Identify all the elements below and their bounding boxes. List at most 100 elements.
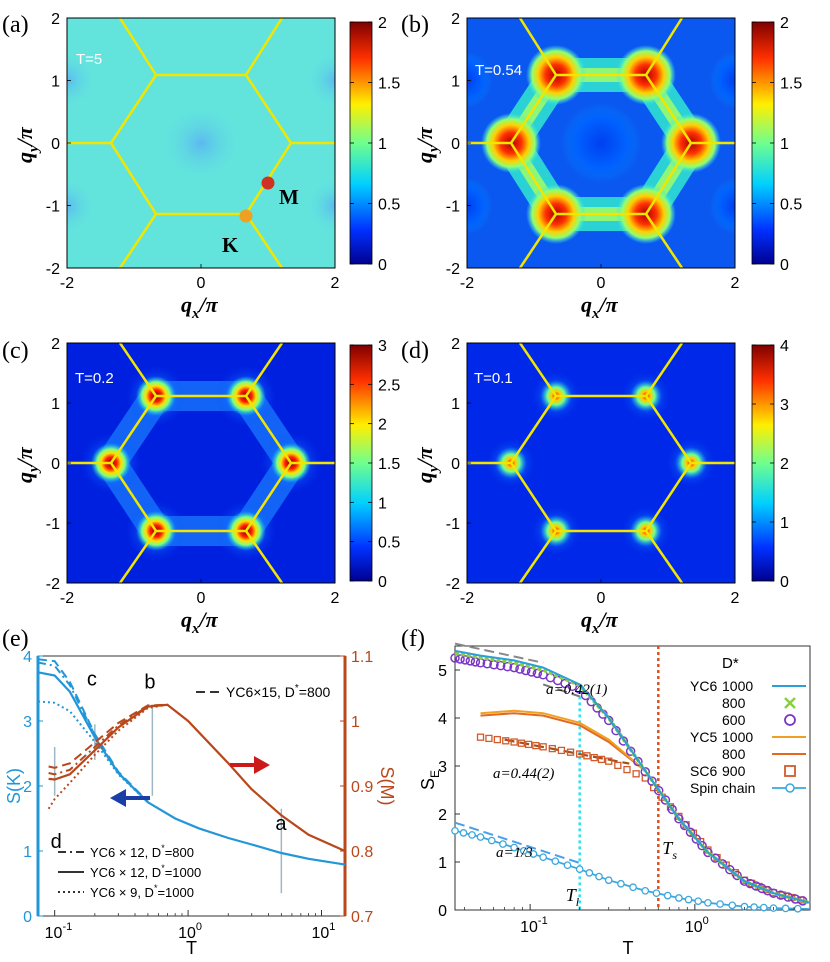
y-tick-label-f: 2 xyxy=(438,807,447,824)
sc6-marker xyxy=(566,748,575,756)
yc6-600-marker xyxy=(717,859,728,869)
panel-letter-f: (f) xyxy=(401,626,425,652)
temperature-label-c: T=0.2 xyxy=(75,370,114,387)
x-tick-label: 2 xyxy=(331,275,340,292)
yc6-600-marker xyxy=(625,746,636,756)
marker-label-c: c xyxy=(87,668,97,690)
x-tick-label: -2 xyxy=(60,590,74,607)
colorbar-tick-label: 1 xyxy=(780,136,789,153)
series-line-yc6-1000 xyxy=(454,649,811,904)
colorbar-tick-label: 0 xyxy=(780,574,789,591)
y-tick-label-f: 3 xyxy=(438,759,447,776)
legend-model: YC5 xyxy=(690,729,717,745)
spin-chain-marker xyxy=(585,869,594,877)
y-axis-label-left: S(K) xyxy=(4,768,24,804)
y-tick-label: 2 xyxy=(51,336,60,353)
y-tick-label-left: 2 xyxy=(23,779,32,796)
spin-chain-marker xyxy=(595,872,603,881)
colorbar-tick-label: 0.5 xyxy=(378,535,400,552)
colorbar-tick-label: 1.5 xyxy=(780,76,802,93)
x-tick-label: 2 xyxy=(731,590,740,607)
x-axis-label-f: T xyxy=(623,938,634,958)
panel-d: T=0.1 (d) xyxy=(401,338,736,584)
spin-chain-marker xyxy=(476,833,485,841)
sc6-marker xyxy=(590,753,598,762)
y-tick-label-right: 0.9 xyxy=(351,779,373,796)
colorbar-tick-label: 2.5 xyxy=(378,377,400,394)
yc6-600-marker xyxy=(647,776,657,786)
y-tick-label: 0 xyxy=(451,456,460,473)
y-tick-label: 1 xyxy=(451,396,460,413)
y-tick-label: -2 xyxy=(446,261,460,278)
y-tick-label: 0 xyxy=(51,136,60,153)
y-tick-label: -1 xyxy=(446,199,460,216)
yc6-600-marker xyxy=(653,785,664,796)
sc6-marker xyxy=(605,757,613,765)
y-tick-label-left: 4 xyxy=(23,649,32,666)
legend-circle-swatch xyxy=(785,783,795,793)
colorbar-tick-label: 0.5 xyxy=(780,197,802,214)
spin-chain-marker xyxy=(551,857,560,866)
y-tick-label-left: 1 xyxy=(23,844,32,861)
x-tick-label: 0 xyxy=(597,275,606,292)
yc6-600-marker xyxy=(502,661,513,672)
yc6-600-marker xyxy=(725,864,735,875)
x-axis-label-e: T xyxy=(186,938,197,958)
y-tick-label: 2 xyxy=(451,336,460,353)
x-tick-label: 2 xyxy=(331,590,340,607)
legend-header: D* xyxy=(722,655,739,672)
temperature-label-b: T=0.54 xyxy=(475,62,522,79)
series-line-e xyxy=(37,658,149,803)
y-tick-label-left: 0 xyxy=(23,909,32,926)
spin-chain-marker xyxy=(604,876,613,885)
spin-chain-marker xyxy=(759,903,768,912)
heatmap-c-features xyxy=(67,343,335,583)
panel-c: T=0.2 (c) xyxy=(2,338,336,584)
fit-line-chain xyxy=(454,821,581,864)
spin-chain-marker xyxy=(704,898,712,907)
fit-line-yc6 xyxy=(454,642,544,664)
point-m-label: M xyxy=(279,185,299,209)
legend-model: Spin chain xyxy=(690,780,755,796)
x-tick-label: 0 xyxy=(197,275,206,292)
yc6-600-marker xyxy=(679,820,690,831)
x-tick-label: 0 xyxy=(197,590,206,607)
colorbar-tick-label: 0 xyxy=(378,257,387,274)
y-tick-label-right: 1.1 xyxy=(351,649,373,666)
spin-chain-marker xyxy=(519,846,528,855)
x-tick-label-e: 10-1 xyxy=(45,921,73,942)
tl-label: Tl xyxy=(566,885,580,909)
colorbar-tick-label: 1 xyxy=(780,515,789,532)
series-line-e xyxy=(37,700,149,804)
colorbar-tick-label: 2 xyxy=(780,15,789,32)
y-tick-label: -1 xyxy=(46,516,60,533)
series-line-e xyxy=(37,671,346,866)
panel-a: M K T=5 (a) xyxy=(2,12,336,269)
temperature-label-d: T=0.1 xyxy=(474,370,513,387)
colorbar-tick-label: 1.5 xyxy=(378,456,400,473)
y-tick-label-right: 0.8 xyxy=(351,844,373,861)
y-tick-label: 1 xyxy=(451,74,460,91)
annotation-a042: a=0.42(1) xyxy=(546,682,607,698)
fit-line-yc5 xyxy=(542,683,581,698)
legend-d: 600 xyxy=(722,712,746,728)
x-tick-label: 0 xyxy=(597,590,606,607)
y-axis-label: qy/π xyxy=(412,446,442,483)
y-tick-label-f: 0 xyxy=(438,903,447,920)
sc6-marker xyxy=(510,738,518,746)
legend-model: SC6 xyxy=(690,763,717,779)
x-axis-label: qx/π xyxy=(581,292,619,322)
spin-chain-marker xyxy=(539,853,548,862)
sc6-marker xyxy=(493,735,501,744)
legend-model: YC6 xyxy=(690,678,717,694)
colorbar-tick-label: 2 xyxy=(378,15,387,32)
colorbar-tick-label: 3 xyxy=(780,397,789,414)
colorbar-tick-label: 0 xyxy=(780,257,789,274)
y-tick-label: 2 xyxy=(51,11,60,28)
x-tick-label-f: 10-1 xyxy=(520,915,548,936)
y-axis-label-right: S(M) xyxy=(377,767,397,806)
x-tick-label: -2 xyxy=(460,590,474,607)
y-tick-label: 2 xyxy=(451,11,460,28)
yc6-600-marker xyxy=(667,804,677,815)
